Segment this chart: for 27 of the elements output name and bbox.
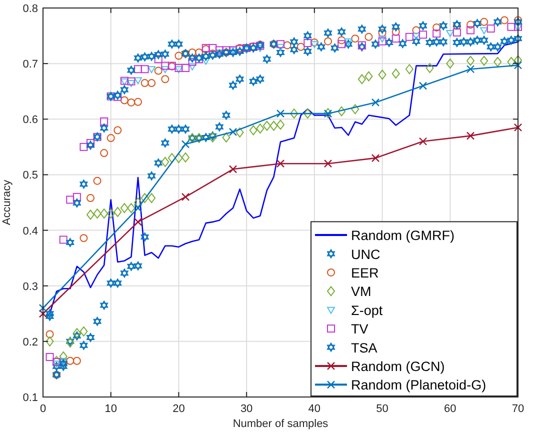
x-tick-label: 30 (240, 403, 253, 415)
legend-label: Σ-opt (351, 302, 383, 318)
y-tick-label: 0.5 (22, 170, 38, 182)
y-axis-title: Accuracy (1, 179, 13, 226)
x-tick-label: 60 (444, 403, 456, 415)
legend-label: EER (351, 265, 380, 280)
y-tick-label: 0.2 (22, 336, 38, 348)
legend-label: VM (351, 284, 372, 300)
legend-label: Random (Planetoid-G) (351, 378, 486, 393)
x-tick-label: 10 (104, 403, 117, 415)
y-tick-label: 0.1 (22, 392, 38, 404)
x-tick-label: 50 (376, 403, 388, 415)
legend-label: Random (GMRF) (351, 228, 455, 244)
y-tick-label: 0.3 (22, 280, 38, 293)
x-tick-label: 0 (40, 403, 46, 415)
legend-label: UNC (351, 246, 380, 262)
y-tick-label: 0.6 (22, 114, 38, 126)
x-tick-label: 20 (172, 403, 185, 415)
y-tick-label: 0.4 (22, 225, 38, 238)
y-tick-label: 0.7 (22, 58, 38, 71)
legend-label: TSA (351, 340, 378, 356)
x-axis-title: Number of samples (232, 418, 329, 430)
x-tick-label: 70 (512, 403, 524, 415)
legend-label: Random (GCN) (351, 358, 445, 374)
x-tick-label: 40 (308, 403, 321, 415)
legend-label: TV (351, 322, 368, 337)
y-tick-label: 0.8 (22, 3, 38, 15)
